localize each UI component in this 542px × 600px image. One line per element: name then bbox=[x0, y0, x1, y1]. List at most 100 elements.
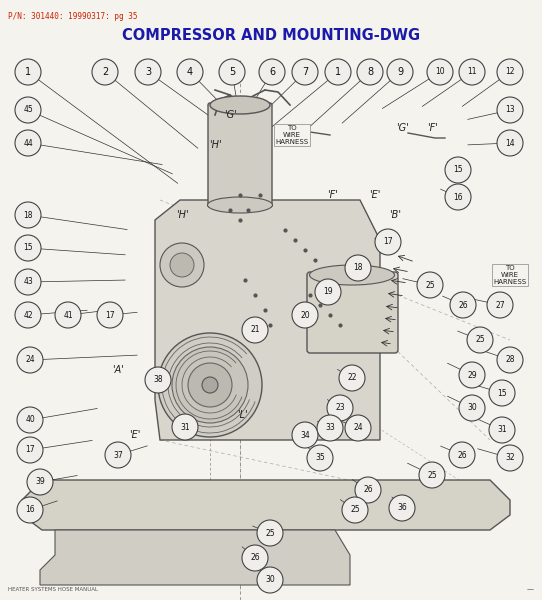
Circle shape bbox=[489, 380, 515, 406]
Text: 'F': 'F' bbox=[427, 123, 437, 133]
Text: 11: 11 bbox=[467, 67, 477, 76]
Circle shape bbox=[257, 520, 283, 546]
Text: 15: 15 bbox=[453, 166, 463, 175]
Circle shape bbox=[307, 445, 333, 471]
Circle shape bbox=[449, 442, 475, 468]
Circle shape bbox=[27, 469, 53, 495]
Circle shape bbox=[345, 415, 371, 441]
Ellipse shape bbox=[208, 197, 273, 213]
Circle shape bbox=[375, 229, 401, 255]
Circle shape bbox=[292, 59, 318, 85]
Circle shape bbox=[170, 253, 194, 277]
Text: 3: 3 bbox=[145, 67, 151, 77]
Circle shape bbox=[242, 545, 268, 571]
Circle shape bbox=[317, 415, 343, 441]
Ellipse shape bbox=[309, 265, 395, 285]
Circle shape bbox=[17, 347, 43, 373]
Circle shape bbox=[497, 59, 523, 85]
Text: HEATER SYSTEMS HOSE MANUAL: HEATER SYSTEMS HOSE MANUAL bbox=[8, 587, 98, 592]
Circle shape bbox=[15, 130, 41, 156]
Text: 24: 24 bbox=[353, 424, 363, 433]
Circle shape bbox=[15, 202, 41, 228]
Circle shape bbox=[487, 292, 513, 318]
Text: 9: 9 bbox=[397, 67, 403, 77]
Text: 13: 13 bbox=[505, 106, 515, 115]
Text: 'E': 'E' bbox=[369, 190, 380, 200]
Circle shape bbox=[497, 347, 523, 373]
Circle shape bbox=[172, 347, 248, 423]
Circle shape bbox=[292, 422, 318, 448]
Circle shape bbox=[15, 59, 41, 85]
Text: 22: 22 bbox=[347, 373, 357, 383]
Circle shape bbox=[419, 462, 445, 488]
Circle shape bbox=[445, 157, 471, 183]
Text: 1: 1 bbox=[25, 67, 31, 77]
Text: 31: 31 bbox=[180, 422, 190, 431]
Circle shape bbox=[92, 59, 118, 85]
Text: 2: 2 bbox=[102, 67, 108, 77]
Text: 45: 45 bbox=[23, 106, 33, 115]
Text: 23: 23 bbox=[335, 403, 345, 413]
FancyBboxPatch shape bbox=[307, 272, 398, 353]
Text: TO
WIRE
HARNESS: TO WIRE HARNESS bbox=[493, 265, 527, 285]
Text: 7: 7 bbox=[302, 67, 308, 77]
Text: 1: 1 bbox=[335, 67, 341, 77]
Text: 'G': 'G' bbox=[396, 123, 408, 133]
Text: 16: 16 bbox=[453, 193, 463, 202]
Circle shape bbox=[450, 292, 476, 318]
Circle shape bbox=[427, 59, 453, 85]
Circle shape bbox=[145, 367, 171, 393]
Text: P/N: 301440: 19990317: pg 35: P/N: 301440: 19990317: pg 35 bbox=[8, 12, 138, 21]
Circle shape bbox=[325, 59, 351, 85]
Text: 27: 27 bbox=[495, 301, 505, 310]
Text: 36: 36 bbox=[397, 503, 407, 512]
Circle shape bbox=[357, 59, 383, 85]
Text: —: — bbox=[527, 586, 534, 592]
Text: 31: 31 bbox=[497, 425, 507, 434]
Text: 32: 32 bbox=[505, 454, 515, 463]
Circle shape bbox=[17, 437, 43, 463]
Text: 15: 15 bbox=[23, 244, 33, 253]
Circle shape bbox=[355, 477, 381, 503]
Text: 35: 35 bbox=[315, 454, 325, 463]
Text: 'F': 'F' bbox=[327, 190, 338, 200]
Text: 'G': 'G' bbox=[224, 110, 236, 120]
Circle shape bbox=[489, 417, 515, 443]
Circle shape bbox=[15, 97, 41, 123]
Text: 17: 17 bbox=[383, 238, 393, 247]
Text: 25: 25 bbox=[427, 470, 437, 479]
Circle shape bbox=[105, 442, 131, 468]
Circle shape bbox=[17, 497, 43, 523]
FancyBboxPatch shape bbox=[208, 103, 272, 207]
Circle shape bbox=[17, 407, 43, 433]
Circle shape bbox=[345, 255, 371, 281]
Text: 5: 5 bbox=[229, 67, 235, 77]
Text: 4: 4 bbox=[187, 67, 193, 77]
Text: 44: 44 bbox=[23, 139, 33, 148]
Circle shape bbox=[292, 302, 318, 328]
Text: 42: 42 bbox=[23, 311, 33, 319]
Circle shape bbox=[97, 302, 123, 328]
Text: 34: 34 bbox=[300, 431, 310, 439]
Text: 26: 26 bbox=[363, 485, 373, 494]
Text: 'H': 'H' bbox=[209, 140, 221, 150]
Polygon shape bbox=[22, 480, 510, 530]
Text: 43: 43 bbox=[23, 277, 33, 286]
Circle shape bbox=[445, 184, 471, 210]
Circle shape bbox=[55, 302, 81, 328]
Text: 40: 40 bbox=[25, 415, 35, 425]
Text: 25: 25 bbox=[265, 529, 275, 538]
Text: 30: 30 bbox=[265, 575, 275, 584]
Circle shape bbox=[15, 235, 41, 261]
Text: 10: 10 bbox=[435, 67, 445, 76]
Text: 17: 17 bbox=[25, 445, 35, 455]
Circle shape bbox=[467, 327, 493, 353]
Text: 26: 26 bbox=[457, 451, 467, 460]
Circle shape bbox=[188, 363, 232, 407]
Polygon shape bbox=[155, 200, 380, 440]
Text: COMPRESSOR AND MOUNTING-DWG: COMPRESSOR AND MOUNTING-DWG bbox=[122, 28, 420, 43]
Circle shape bbox=[417, 272, 443, 298]
Text: 'B': 'B' bbox=[389, 210, 401, 220]
Text: TO
WIRE
HARNESS: TO WIRE HARNESS bbox=[275, 125, 308, 145]
Circle shape bbox=[15, 269, 41, 295]
